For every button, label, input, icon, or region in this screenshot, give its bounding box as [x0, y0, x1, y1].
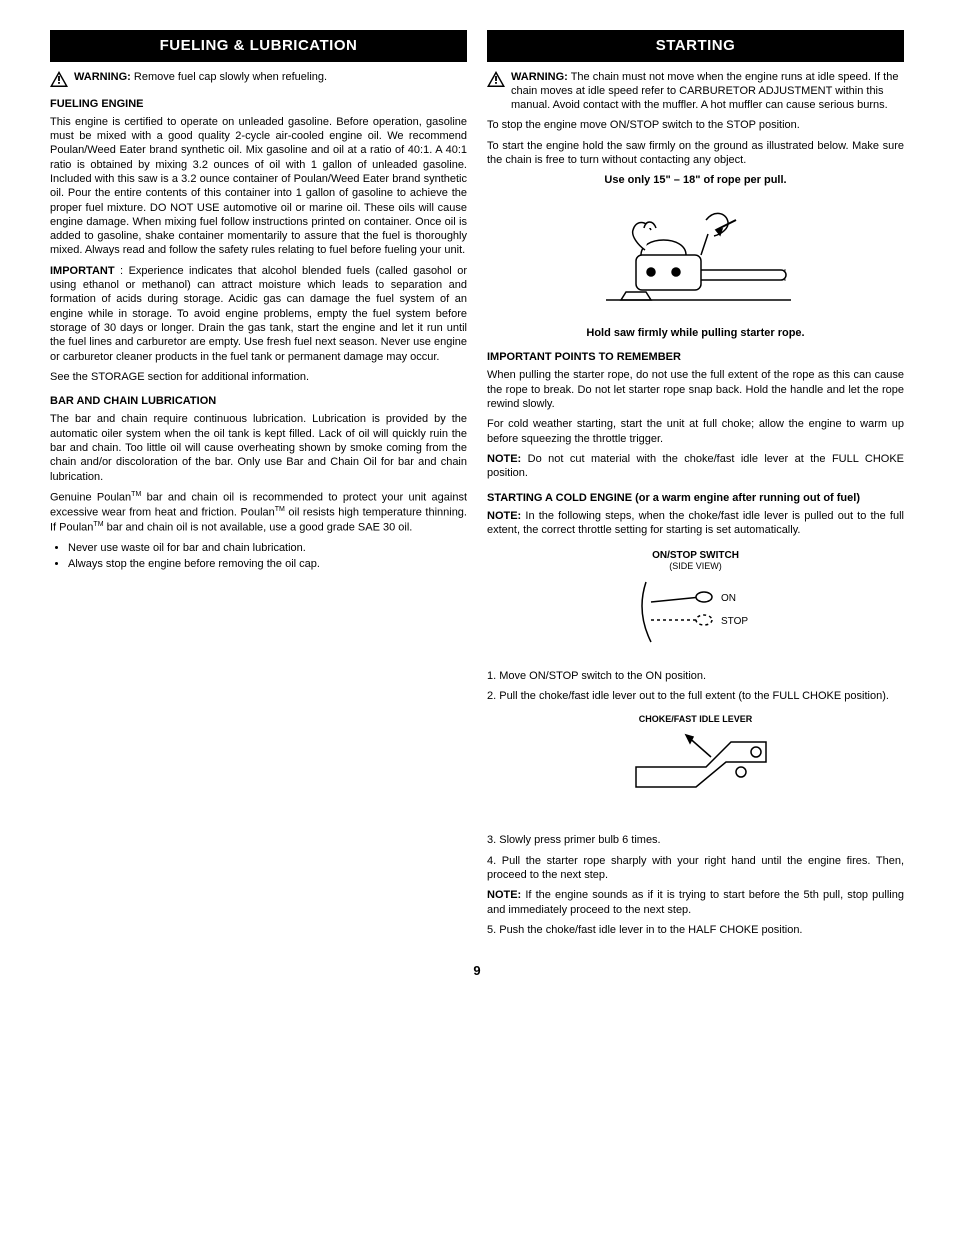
- step-4-note: NOTE: If the engine sounds as if it is t…: [487, 888, 904, 917]
- starting-header: STARTING: [487, 30, 904, 62]
- cold-start-head: STARTING A COLD ENGINE (or a warm engine…: [487, 491, 904, 505]
- important-body: Experience indicates that alcohol blende…: [50, 265, 467, 363]
- fueling-subhead: FUELING ENGINE: [50, 97, 467, 111]
- step-3: 3. Slowly press primer bulb 6 times.: [487, 833, 904, 847]
- step-1: 1. Move ON/STOP switch to the ON positio…: [487, 669, 904, 683]
- fueling-important: IMPORTANT : Experience indicates that al…: [50, 264, 467, 364]
- lube-subhead: BAR AND CHAIN LUBRICATION: [50, 394, 467, 408]
- warning-icon: [50, 71, 68, 87]
- warning-label: WARNING:: [511, 71, 568, 83]
- start-para: To start the engine hold the saw firmly …: [487, 139, 904, 168]
- page-number: 9: [50, 963, 904, 980]
- starting-warning: WARNING: The chain must not move when th…: [487, 70, 904, 113]
- step-2: 2. Pull the choke/fast idle lever out to…: [487, 689, 904, 703]
- step-4: 4. Pull the starter rope sharply with yo…: [487, 854, 904, 883]
- lube-bullets: Never use waste oil for bar and chain lu…: [68, 541, 467, 572]
- lube-para-1: The bar and chain require continuous lub…: [50, 412, 467, 483]
- switch-on-label: ON: [721, 593, 736, 604]
- warning-text-block: WARNING: Remove fuel cap slowly when ref…: [74, 70, 327, 84]
- stop-para: To stop the engine move ON/STOP switch t…: [487, 118, 904, 132]
- switch-subtitle: (SIDE VIEW): [487, 562, 904, 572]
- bullet-2: Always stop the engine before removing t…: [68, 557, 467, 571]
- important-points-head: IMPORTANT POINTS TO REMEMBER: [487, 350, 904, 364]
- page-content: FUELING & LUBRICATION WARNING: Remove fu…: [50, 30, 904, 943]
- figure-choke-lever: CHOKE/FAST IDLE LEVER: [487, 715, 904, 821]
- warning-label: WARNING:: [74, 71, 131, 83]
- fueling-para-3: See the STORAGE section for additional i…: [50, 370, 467, 384]
- right-column: STARTING WARNING: The chain must not mov…: [487, 30, 904, 943]
- fig1-caption-top: Use only 15" – 18" of rope per pull.: [487, 173, 904, 187]
- lube-para-2: Genuine PoulanTM bar and chain oil is re…: [50, 490, 467, 535]
- fueling-para-1: This engine is certified to operate on u…: [50, 115, 467, 258]
- bullet-1: Never use waste oil for bar and chain lu…: [68, 541, 467, 555]
- cold-note: NOTE: In the following steps, when the c…: [487, 509, 904, 538]
- switch-stop-label: STOP: [721, 616, 748, 627]
- starting-warning-text: WARNING: The chain must not move when th…: [511, 70, 904, 113]
- step-5: 5. Push the choke/fast idle lever in to …: [487, 923, 904, 937]
- imp-para-1: When pulling the starter rope, do not us…: [487, 368, 904, 411]
- choke-lever-label: CHOKE/FAST IDLE LEVER: [487, 715, 904, 725]
- warning-body: The chain must not move when the engine …: [511, 71, 898, 112]
- warning-body: Remove fuel cap slowly when refueling.: [134, 71, 327, 83]
- figure-chainsaw-hold: [487, 200, 904, 314]
- left-column: FUELING & LUBRICATION WARNING: Remove fu…: [50, 30, 467, 943]
- important-label: IMPORTANT: [50, 265, 115, 277]
- choke-lever-illustration: [616, 727, 776, 817]
- fig1-caption-bottom: Hold saw firmly while pulling starter ro…: [487, 326, 904, 340]
- fueling-header: FUELING & LUBRICATION: [50, 30, 467, 62]
- fueling-warning: WARNING: Remove fuel cap slowly when ref…: [50, 70, 467, 87]
- on-stop-switch-illustration: ON STOP: [626, 572, 766, 652]
- chainsaw-start-illustration: [596, 200, 796, 310]
- figure-on-stop-switch: ON/STOP SWITCH (SIDE VIEW): [487, 549, 904, 656]
- imp-para-2: For cold weather starting, start the uni…: [487, 417, 904, 446]
- imp-note: NOTE: Do not cut material with the choke…: [487, 452, 904, 481]
- warning-icon: [487, 71, 505, 87]
